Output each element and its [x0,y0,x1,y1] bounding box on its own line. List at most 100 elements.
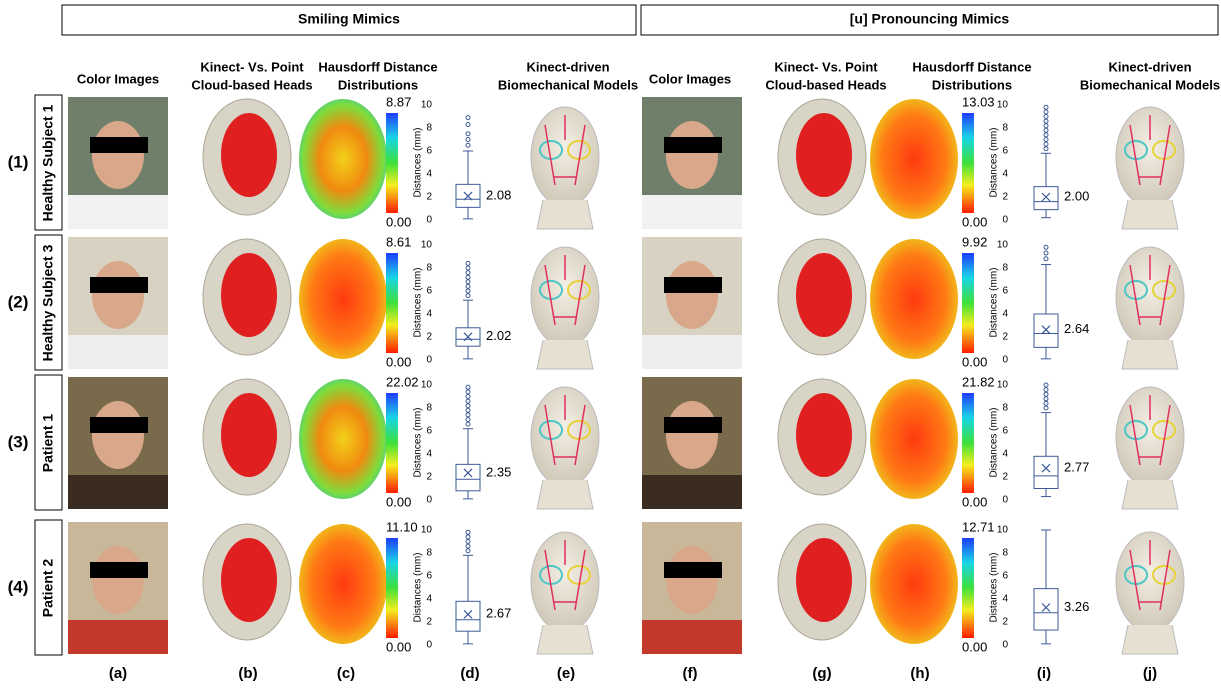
outlier [466,138,470,142]
colorbar-min: 0.00 [962,639,987,654]
outlier [466,289,470,293]
box-axis-label: Distances (mm) [413,127,424,197]
outlier [1044,397,1048,401]
column-header: Biomechanical Models [1080,77,1220,92]
box [1034,187,1058,210]
column-header: Cloud-based Heads [765,77,886,92]
column-header: Distributions [932,77,1012,92]
box-tick-label: 4 [1002,449,1008,460]
scan-overlap [221,538,277,622]
outlier [466,123,470,127]
photo-shirt [68,475,168,509]
outlier [1044,138,1048,142]
column-header: Kinect-driven [526,59,609,74]
box-axis-label: Distances (mm) [413,407,424,477]
anonymization-bar [90,562,148,578]
photo-face [92,121,144,189]
box-axis-label: Distances (mm) [413,267,424,337]
outlier [466,143,470,147]
box-tick-label: 10 [421,380,433,391]
box-tick-label: 0 [426,495,432,506]
box-tick-label: 2 [426,332,432,343]
outlier [1044,105,1048,109]
box-axis-label: Distances (mm) [989,127,1000,197]
mean-label: 2.35 [486,464,511,479]
outlier [466,275,470,279]
scan-overlap [221,393,277,477]
column-header: Kinect- Vs. Point [200,59,304,74]
outlier [466,540,470,544]
colorbar-max: 11.10 [386,519,418,534]
photo-shirt [68,620,168,654]
distance-heatmap [870,379,958,499]
mean-label: 2.02 [486,328,511,343]
outlier [466,271,470,275]
column-letter: (b) [238,665,257,682]
column-letter: (i) [1037,665,1051,682]
photo-face [666,546,718,614]
box-tick-label: 6 [1002,426,1008,437]
row-label: Patient 2 [40,559,56,618]
outlier [466,132,470,136]
row-label: Healthy Subject 3 [40,244,56,361]
box-tick-label: 8 [426,123,432,134]
mean-label: 2.00 [1064,188,1089,203]
biomech-neck [1122,200,1178,229]
biomech-neck [1122,480,1178,509]
column-letter: (j) [1143,665,1157,682]
box-tick-label: 8 [1002,548,1008,559]
outlier [466,413,470,417]
photo-shirt [642,475,742,509]
box-axis-label: Distances (mm) [989,552,1000,622]
box-tick-label: 2 [1002,332,1008,343]
box-tick-label: 6 [426,426,432,437]
column-header: Hausdorff Distance [318,59,437,74]
colorbar [386,538,398,638]
box-tick-label: 0 [426,355,432,366]
biomech-neck [537,625,593,654]
outlier [1044,133,1048,137]
outlier [1044,257,1048,261]
box [1034,456,1058,488]
scan-overlap [796,538,852,622]
biomech-neck [1122,340,1178,369]
anonymization-bar [664,417,722,433]
photo-shirt [68,335,168,369]
outlier [466,544,470,548]
box [456,464,480,490]
box-tick-label: 2 [1002,617,1008,628]
outlier [1044,383,1048,387]
box-tick-label: 4 [1002,594,1008,605]
box-axis-label: Distances (mm) [989,407,1000,477]
column-header: Kinect- Vs. Point [774,59,878,74]
column-header: Hausdorff Distance [912,59,1031,74]
outlier [1044,110,1048,114]
photo-face [666,261,718,329]
photo-shirt [642,195,742,229]
box-tick-label: 6 [1002,286,1008,297]
biomech-neck [537,480,593,509]
colorbar-min: 0.00 [386,214,411,229]
biomech-neck [1122,625,1178,654]
distance-heatmap [299,379,387,499]
photo-face [666,401,718,469]
distance-heatmap [299,99,387,219]
outlier [466,294,470,298]
colorbar-min: 0.00 [962,354,987,369]
box-tick-label: 6 [426,286,432,297]
colorbar-max: 21.82 [962,374,995,389]
column-letter: (g) [812,665,831,682]
photo-face [92,261,144,329]
photo-shirt [68,195,168,229]
box-tick-label: 8 [1002,123,1008,134]
outlier [466,535,470,539]
anonymization-bar [90,137,148,153]
mean-label: 2.08 [486,188,511,203]
outlier [1044,245,1048,249]
outlier [466,116,470,120]
outlier [1044,388,1048,392]
box-tick-label: 8 [1002,403,1008,414]
anonymization-bar [664,562,722,578]
box-tick-label: 2 [426,617,432,628]
column-letter: (f) [683,665,698,682]
